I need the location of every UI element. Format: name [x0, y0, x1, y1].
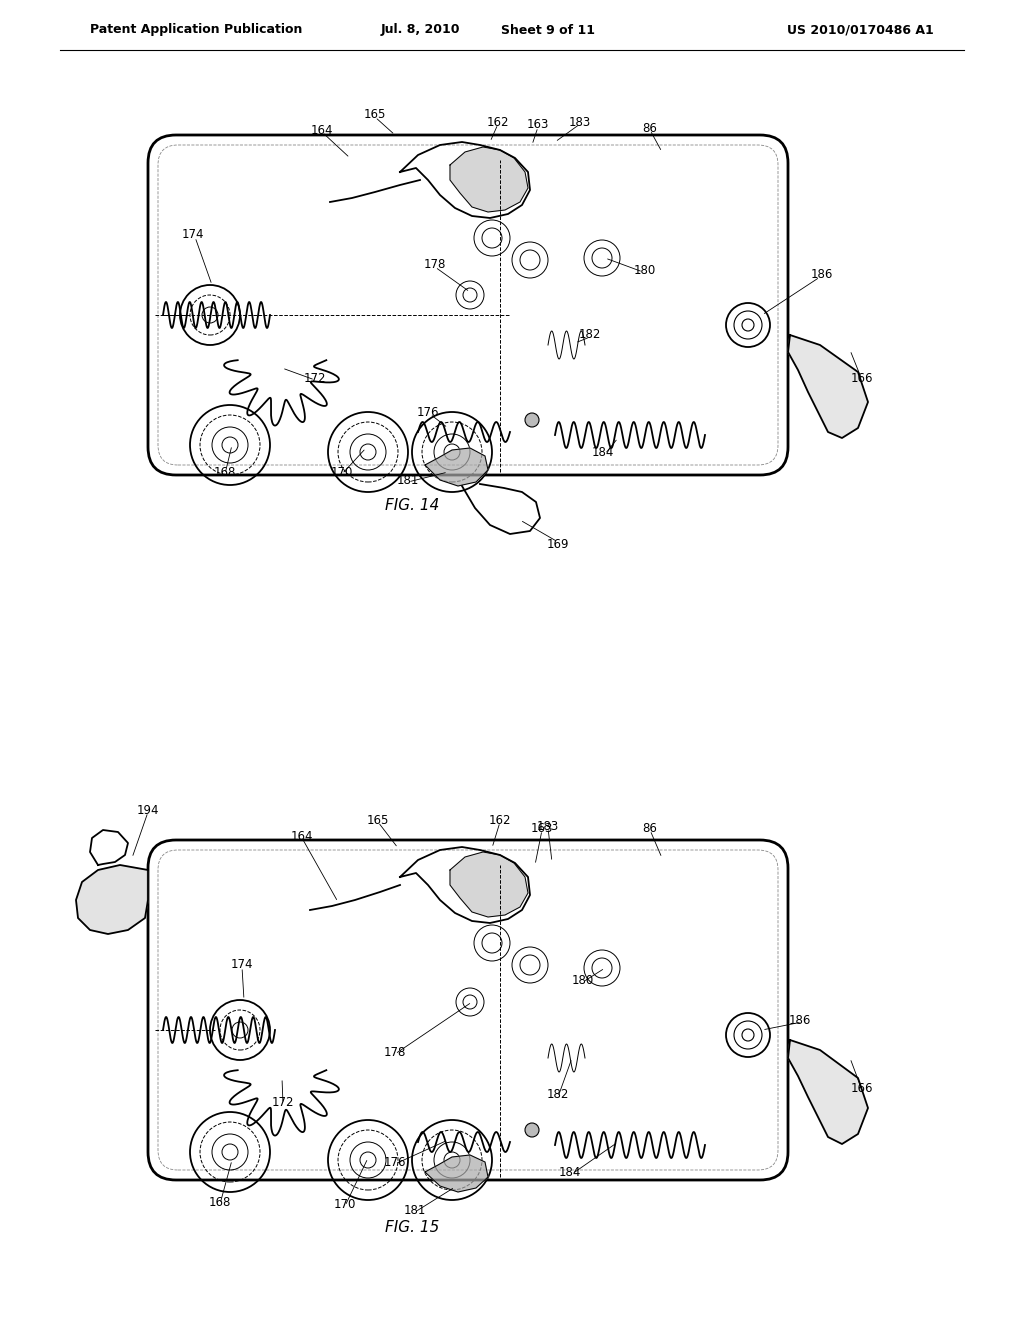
Text: 163: 163 [526, 119, 549, 132]
Text: 169: 169 [547, 537, 569, 550]
Text: 194: 194 [137, 804, 160, 817]
Text: 165: 165 [364, 108, 386, 121]
Polygon shape [425, 447, 488, 486]
Text: 164: 164 [310, 124, 333, 136]
Polygon shape [450, 147, 528, 213]
Text: FIG. 14: FIG. 14 [385, 498, 439, 512]
Text: 182: 182 [579, 329, 601, 342]
Text: 163: 163 [530, 821, 553, 834]
Text: 181: 181 [403, 1204, 426, 1217]
Text: 170: 170 [331, 466, 353, 479]
Text: 168: 168 [214, 466, 237, 479]
Text: Jul. 8, 2010: Jul. 8, 2010 [380, 24, 460, 37]
Text: 162: 162 [486, 116, 509, 128]
Text: 180: 180 [571, 974, 594, 986]
Text: 181: 181 [397, 474, 419, 487]
Polygon shape [788, 335, 868, 438]
Text: 183: 183 [537, 820, 559, 833]
Text: 162: 162 [488, 813, 511, 826]
Text: 172: 172 [271, 1096, 294, 1109]
Text: 178: 178 [384, 1045, 407, 1059]
Polygon shape [450, 851, 528, 917]
Text: 176: 176 [417, 405, 439, 418]
Text: 165: 165 [367, 813, 389, 826]
Text: Sheet 9 of 11: Sheet 9 of 11 [501, 24, 595, 37]
Circle shape [525, 413, 539, 426]
Text: 170: 170 [334, 1197, 356, 1210]
Polygon shape [788, 1040, 868, 1144]
Text: 166: 166 [851, 1081, 873, 1094]
Text: 86: 86 [643, 121, 657, 135]
Text: 176: 176 [384, 1155, 407, 1168]
Text: Patent Application Publication: Patent Application Publication [90, 24, 302, 37]
Text: US 2010/0170486 A1: US 2010/0170486 A1 [786, 24, 933, 37]
Text: 182: 182 [547, 1089, 569, 1101]
Text: 186: 186 [811, 268, 834, 281]
Text: 168: 168 [209, 1196, 231, 1209]
Text: 86: 86 [643, 821, 657, 834]
Polygon shape [425, 1155, 488, 1192]
Text: 164: 164 [291, 829, 313, 842]
Text: 178: 178 [424, 259, 446, 272]
Text: 174: 174 [230, 958, 253, 972]
Text: 186: 186 [788, 1014, 811, 1027]
Text: 184: 184 [592, 446, 614, 458]
Text: 172: 172 [304, 371, 327, 384]
Text: 183: 183 [569, 116, 591, 128]
Text: 180: 180 [634, 264, 656, 276]
Polygon shape [76, 865, 148, 935]
Text: FIG. 15: FIG. 15 [385, 1221, 439, 1236]
Text: 184: 184 [559, 1166, 582, 1179]
Text: 166: 166 [851, 371, 873, 384]
Text: 174: 174 [181, 228, 204, 242]
Circle shape [525, 1123, 539, 1137]
